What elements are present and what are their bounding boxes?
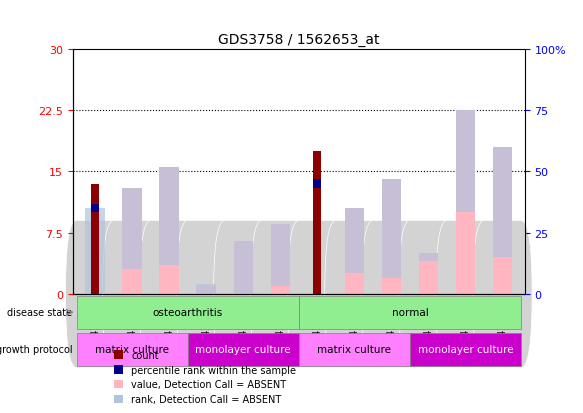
Bar [410, 333, 521, 366]
Bar [85, 209, 105, 294]
FancyBboxPatch shape [325, 221, 384, 368]
Bar [456, 111, 475, 213]
Bar [122, 188, 142, 294]
FancyBboxPatch shape [177, 221, 236, 368]
Bar [234, 241, 253, 294]
FancyBboxPatch shape [436, 221, 495, 368]
Bar [91, 204, 99, 213]
Bar [314, 180, 321, 188]
Bar [91, 184, 99, 294]
Bar [271, 225, 290, 286]
Text: matrix culture: matrix culture [95, 344, 169, 354]
FancyBboxPatch shape [287, 221, 347, 368]
FancyBboxPatch shape [473, 221, 532, 368]
Bar [345, 209, 364, 274]
Text: monolayer culture: monolayer culture [417, 344, 513, 354]
Bar [345, 209, 364, 294]
FancyBboxPatch shape [251, 221, 310, 368]
Bar [234, 241, 253, 294]
Bar [419, 254, 438, 294]
Bar [122, 188, 142, 270]
FancyBboxPatch shape [361, 221, 421, 368]
Bar [188, 333, 299, 366]
Text: growth protocol: growth protocol [0, 344, 72, 354]
FancyBboxPatch shape [399, 221, 458, 368]
FancyBboxPatch shape [139, 221, 199, 368]
Text: disease state: disease state [7, 308, 72, 318]
Bar [299, 333, 410, 366]
Text: monolayer culture: monolayer culture [195, 344, 291, 354]
Title: GDS3758 / 1562653_at: GDS3758 / 1562653_at [218, 33, 380, 47]
Text: matrix culture: matrix culture [317, 344, 391, 354]
Bar [299, 296, 521, 329]
Bar [196, 285, 216, 294]
Legend: count, percentile rank within the sample, value, Detection Call = ABSENT, rank, : count, percentile rank within the sample… [110, 346, 300, 408]
Bar [159, 168, 179, 294]
Bar [159, 168, 179, 266]
Bar [76, 333, 188, 366]
Bar [382, 180, 401, 278]
Bar [271, 225, 290, 294]
Bar [493, 147, 512, 294]
Bar [456, 111, 475, 294]
FancyBboxPatch shape [65, 221, 125, 368]
Bar [196, 286, 216, 294]
Text: osteoarthritis: osteoarthritis [153, 308, 223, 318]
Bar [419, 254, 438, 261]
Bar [493, 147, 512, 257]
FancyBboxPatch shape [103, 221, 161, 368]
Bar [76, 296, 299, 329]
Bar [382, 180, 401, 294]
Bar [314, 152, 321, 294]
Text: normal: normal [392, 308, 429, 318]
FancyBboxPatch shape [213, 221, 273, 368]
